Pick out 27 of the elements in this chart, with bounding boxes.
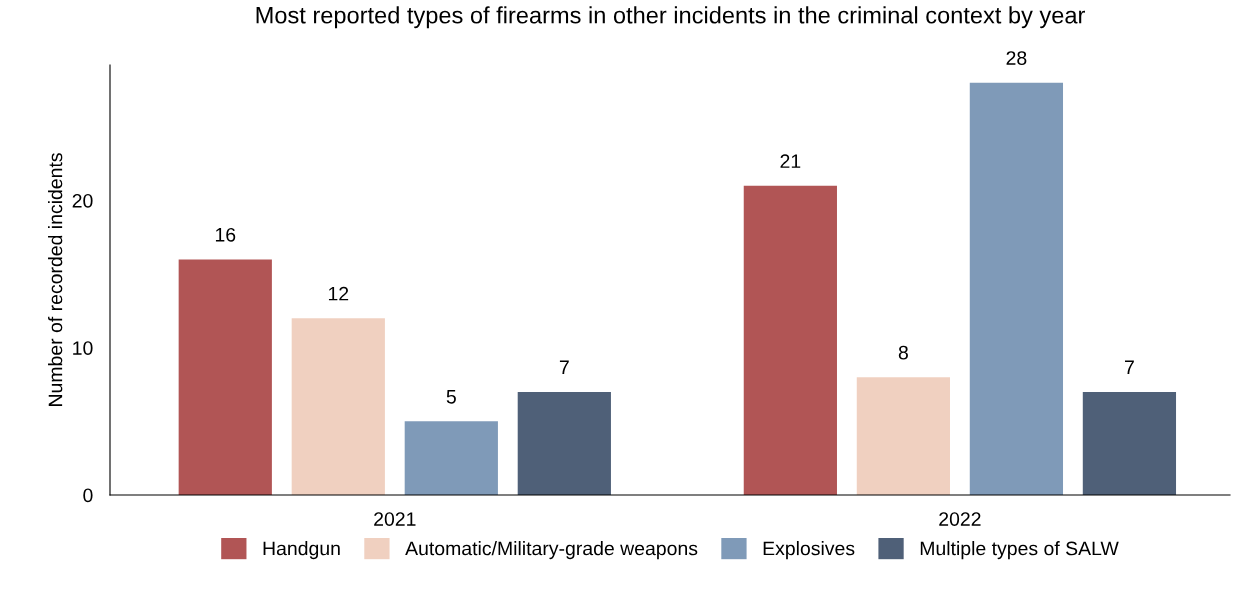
bar xyxy=(517,391,611,495)
data-label: 7 xyxy=(559,360,569,374)
bar xyxy=(969,82,1064,495)
bar xyxy=(404,421,498,495)
y-axis-title: Number of recorded incidents xyxy=(48,153,63,406)
data-label: 16 xyxy=(215,227,236,242)
chart-title: Most reported types of firearms in other incidents in the criminal context by year xyxy=(256,6,1085,29)
data-label: 7 xyxy=(1125,360,1134,374)
y-tick-label: 20 xyxy=(72,193,93,208)
data-label: 21 xyxy=(780,154,801,168)
data-label: 8 xyxy=(898,345,908,360)
data-label: 28 xyxy=(1006,51,1027,65)
bar xyxy=(743,185,837,495)
bar xyxy=(1082,391,1177,495)
y-tick-label: 10 xyxy=(73,341,93,355)
x-tick-label: 2021 xyxy=(374,512,416,526)
legend-label: Handgun xyxy=(263,541,340,560)
x-tick-label: 2022 xyxy=(939,512,981,526)
y-tick-label: 0 xyxy=(83,488,93,503)
bar xyxy=(178,259,272,495)
data-label: 5 xyxy=(446,390,456,404)
legend-label: Multiple types of SALW xyxy=(920,541,1119,560)
legend-label: Explosives xyxy=(763,541,855,560)
data-label: 12 xyxy=(328,286,349,301)
bar xyxy=(856,377,950,495)
bar xyxy=(291,318,385,495)
legend-label: Automatic/Military-grade weapons xyxy=(405,541,698,560)
